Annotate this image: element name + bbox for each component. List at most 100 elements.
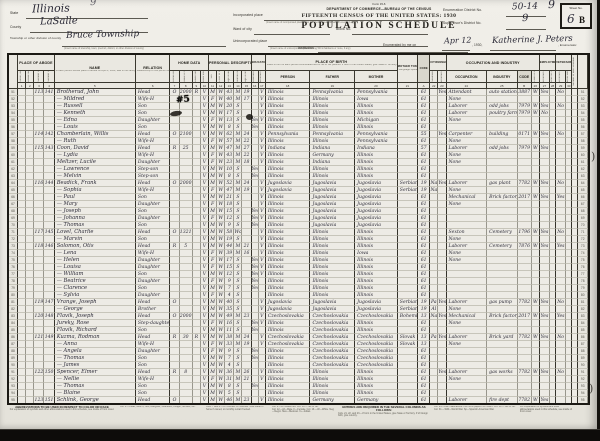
- table-row: 79— Clarence Son V M W 7 S Yes Illinois Illinois I…: [9, 285, 588, 292]
- cell-in: [487, 201, 518, 208]
- cell-rd: [192, 376, 201, 383]
- cell-w: [531, 187, 540, 194]
- cell-p1: Illinois: [265, 250, 311, 257]
- cell-e1: [438, 194, 447, 201]
- cell-oc: Carpenter: [446, 131, 488, 138]
- cell-hn: [26, 131, 35, 138]
- cell-cl: W: [217, 355, 226, 362]
- cell-c: 61: [418, 278, 431, 285]
- cell-p3: Illinois: [355, 243, 398, 250]
- cell-fr: V: [200, 180, 209, 187]
- col-number: 22: [430, 83, 439, 89]
- col-age: Age at last birthday: [225, 71, 235, 83]
- cell-in: Brick yard: [487, 334, 518, 341]
- cell-am: [242, 173, 252, 180]
- cell-o2: [517, 208, 532, 215]
- cell-fr: V: [200, 264, 209, 271]
- cell-o: [170, 152, 180, 159]
- cell-rd: [192, 341, 201, 348]
- cell-st: [18, 222, 27, 229]
- cell-o: [170, 236, 180, 243]
- cell-a: 39: [225, 250, 235, 257]
- cell-fs: [572, 208, 579, 215]
- cell-cl: W: [217, 173, 226, 180]
- cell-m: S: [234, 215, 243, 222]
- cell-cl: W: [217, 110, 226, 117]
- cell-rd: [192, 243, 201, 250]
- cell-a: 9: [225, 348, 235, 355]
- enumerator-suffix: , Enumerator.: [558, 43, 578, 47]
- cell-cl: W: [217, 327, 226, 334]
- cell-n: — Sylvia: [54, 292, 136, 299]
- cell-st: [18, 313, 27, 320]
- cell-st: [18, 236, 27, 243]
- col-number: 29: [556, 83, 567, 89]
- cell-n1: Al: [430, 306, 439, 313]
- cell-oc: Laborer: [447, 397, 488, 403]
- cell-fr: V: [200, 243, 209, 250]
- cell-c: 61: [418, 327, 431, 334]
- cell-am: [242, 327, 252, 334]
- cell-n: — Edna: [54, 117, 136, 124]
- cell-ve: [556, 215, 567, 222]
- cell-sx: F: [209, 159, 218, 166]
- cell-t: [397, 257, 419, 264]
- cell-n: — Angela: [54, 348, 136, 355]
- cell-d: 123: [34, 397, 45, 403]
- cell-p1: Illinois: [265, 117, 311, 124]
- cell-in: [487, 404, 517, 405]
- cell-p3: Germany: [355, 397, 398, 403]
- cell-p1: Illinois: [265, 355, 311, 362]
- cell-ve: No: [556, 89, 567, 96]
- cell-f: [44, 166, 55, 173]
- cell-n: — Clarence: [54, 285, 136, 292]
- cell-p3: Pennsylvania: [355, 89, 398, 96]
- cell-fs: [572, 194, 579, 201]
- col-number: 1: [18, 83, 27, 89]
- cell-sx: M: [209, 222, 218, 229]
- cell-sx: M: [209, 131, 218, 138]
- col-unemployment-line: Line No. on Unemployment Schedule: [550, 71, 557, 83]
- cell-cl: W: [217, 89, 226, 96]
- cell-t: [397, 390, 419, 397]
- cell-wr: [566, 285, 573, 292]
- cell-c: 61: [418, 292, 431, 299]
- table-row: 67— Mary Daughter V F W 18 S V Illinois Jugoslavi…: [9, 201, 588, 208]
- cell-wr: [566, 355, 573, 362]
- cell-in: [487, 166, 518, 173]
- cell-m: S: [234, 264, 243, 271]
- cell-p1: Illinois: [265, 222, 311, 229]
- cell-sx: M: [209, 243, 218, 250]
- cell-v: [179, 103, 193, 110]
- cell-cl: W: [217, 278, 226, 285]
- cell-p3: Illinois: [355, 236, 398, 243]
- cell-rd: R: [192, 89, 201, 96]
- cell-st: [18, 215, 27, 222]
- cell-m: S: [234, 110, 243, 117]
- cell-em: [540, 404, 550, 405]
- cell-fr: V: [200, 292, 209, 299]
- cell-em: Yes: [539, 131, 551, 138]
- cell-e1: Yes: [438, 299, 447, 306]
- cell-t: [397, 124, 419, 131]
- cell-hn: [26, 313, 35, 320]
- cell-v: 8: [179, 369, 193, 376]
- cell-t: [397, 348, 419, 355]
- cell-st: [18, 145, 27, 152]
- cell-o: [170, 383, 180, 390]
- cell-sx: M: [209, 285, 218, 292]
- footer-abbrev-block: ABBREVIATIONS TO BE USED IN RESPECT TO C…: [8, 406, 116, 429]
- cell-a: 43: [225, 404, 234, 405]
- cell-em: [539, 348, 551, 355]
- cell-oc: None: [446, 250, 488, 257]
- cell-am: [242, 355, 252, 362]
- cell-oc: [446, 166, 488, 173]
- cell-st: [18, 250, 27, 257]
- cell-d: [34, 362, 45, 369]
- cell-t: [397, 166, 419, 173]
- cell-sx: M: [209, 327, 218, 334]
- cell-n: Kuzma, Rodman: [54, 334, 136, 341]
- sheet-label: Sheet No.: [569, 6, 583, 10]
- group-employment: EMPLOYMENT: [539, 55, 557, 71]
- cell-oc: Attendant: [446, 89, 488, 96]
